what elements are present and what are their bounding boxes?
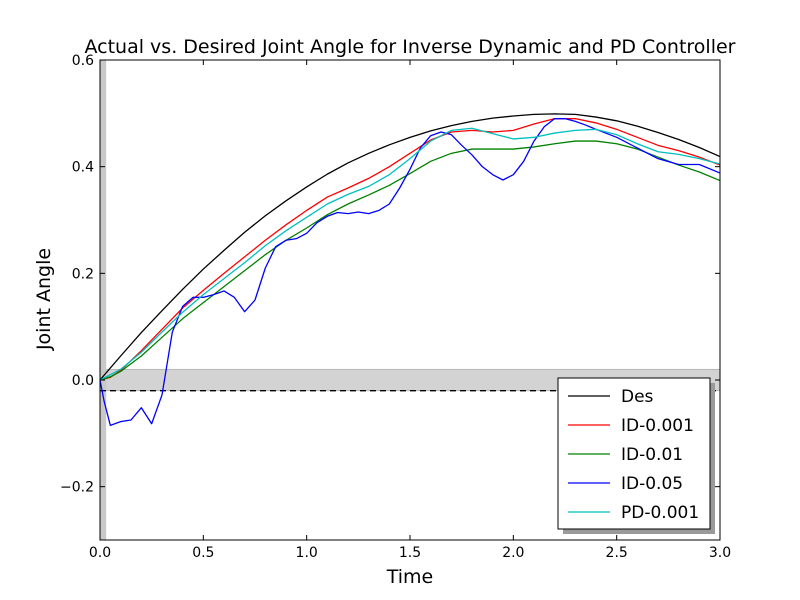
series-line-des xyxy=(100,113,720,381)
legend-label: PD-0.001 xyxy=(621,503,699,523)
plot-content xyxy=(100,60,720,540)
legend-label: ID-0.01 xyxy=(621,445,683,465)
x-tick-label: 0.0 xyxy=(89,545,111,561)
axes: 0.0 0.5 1.0 1.5 2.0 2.5 3.0 −0.2 0.0 0.2 0.4 0.6 xyxy=(60,53,731,561)
series-line-id-0-05 xyxy=(100,118,720,426)
x-tick-label: 1.0 xyxy=(296,545,318,561)
legend-label: ID-0.05 xyxy=(621,474,683,494)
x-tick-label: 2.0 xyxy=(502,545,524,561)
y-tick-label: 0.0 xyxy=(72,373,94,389)
x-tick-label: 1.5 xyxy=(399,545,421,561)
y-axis-label: Joint Angle xyxy=(33,248,55,351)
shaded-band-vertical xyxy=(100,60,107,540)
series-line-id-0-001 xyxy=(100,118,720,381)
series-line-id-0-01 xyxy=(100,140,720,381)
y-tick-label: 0.2 xyxy=(72,266,94,282)
series-line-pd-0-001 xyxy=(100,127,720,381)
legend-label: ID-0.001 xyxy=(621,416,694,436)
legend-label: Des xyxy=(621,387,654,407)
y-tick-label: 0.4 xyxy=(72,160,94,176)
x-tick-label: 0.5 xyxy=(192,545,214,561)
x-tick-label: 2.5 xyxy=(606,545,628,561)
legend: Des ID-0.001 ID-0.01 ID-0.05 PD-0.001 xyxy=(557,377,715,534)
plot-area xyxy=(100,60,720,540)
y-tick-label: −0.2 xyxy=(60,480,94,496)
y-tick-label: 0.6 xyxy=(72,53,94,69)
x-axis-label: Time xyxy=(386,566,434,588)
chart-title: Actual vs. Desired Joint Angle for Inver… xyxy=(84,36,735,58)
x-tick-label: 3.0 xyxy=(709,545,731,561)
